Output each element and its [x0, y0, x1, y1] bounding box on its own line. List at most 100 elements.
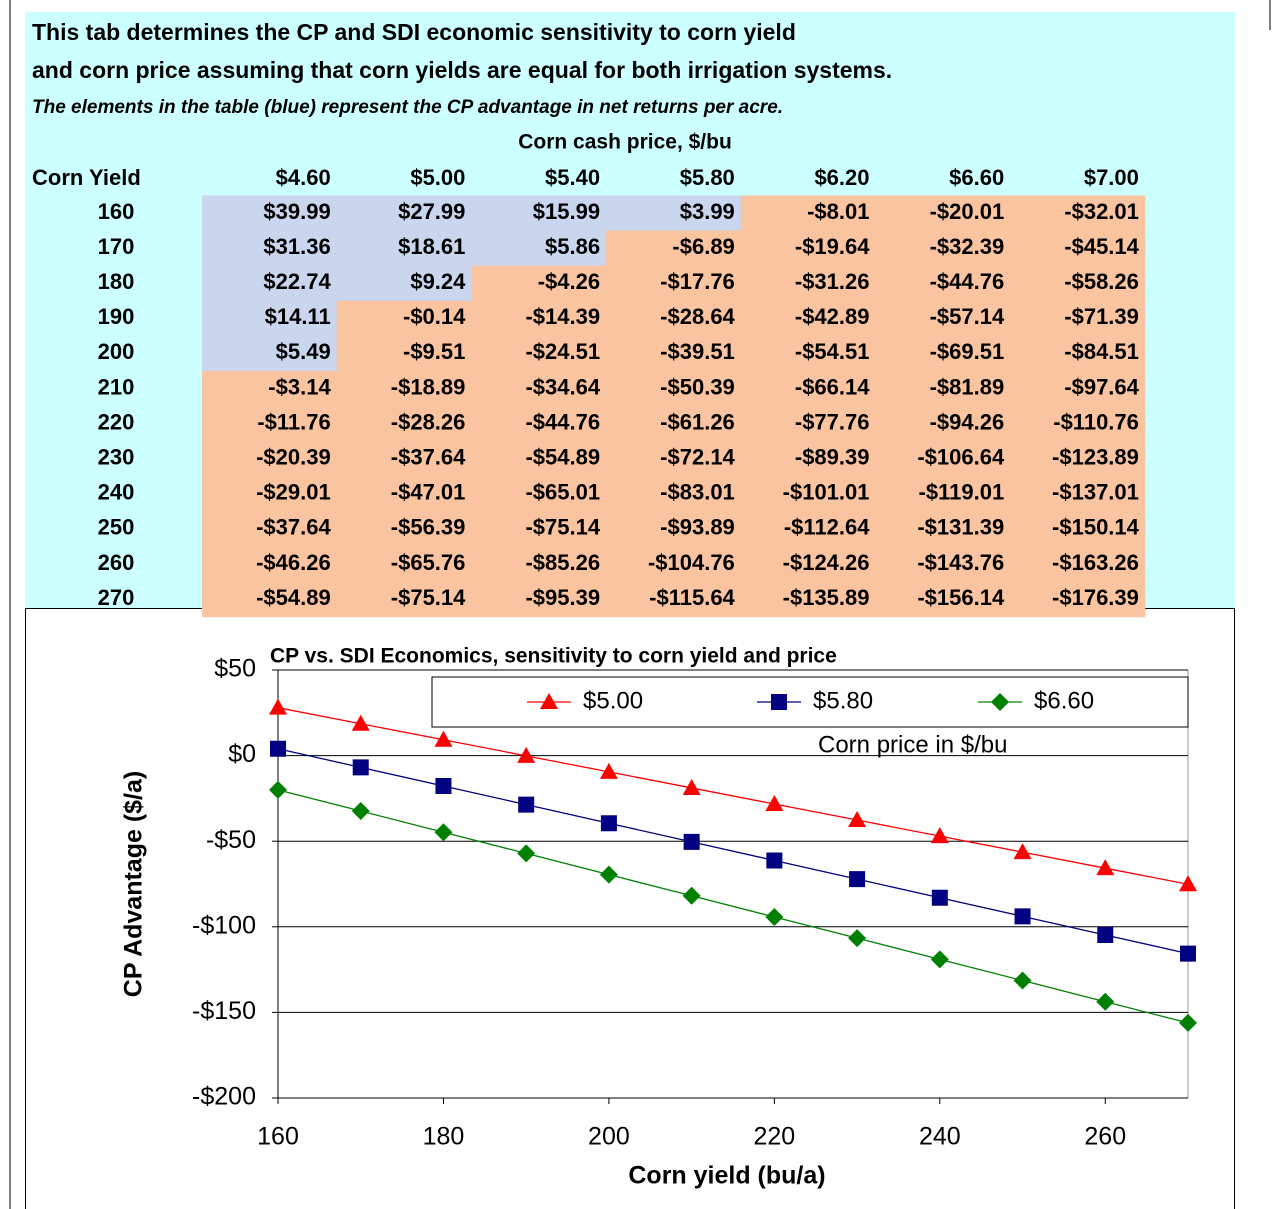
table-cell: -$112.64	[784, 515, 870, 540]
marker	[517, 844, 536, 863]
table-cell: -$163.26	[1052, 550, 1139, 575]
y-tick-label: -$50	[206, 826, 256, 854]
table-cell: -$97.64	[1064, 374, 1139, 399]
row-header: 160	[98, 199, 135, 224]
table-cell: -$44.76	[525, 409, 600, 434]
cell-background	[471, 441, 607, 477]
y-tick-label: -$150	[192, 997, 256, 1025]
table-cell: -$137.01	[1052, 480, 1139, 505]
cell-background	[202, 195, 338, 232]
cell-background	[202, 230, 338, 267]
row-header: 200	[98, 339, 135, 364]
table-cell: -$124.26	[783, 550, 870, 575]
table-cell: -$20.39	[256, 445, 331, 470]
cell-background	[336, 511, 472, 547]
cell-background	[740, 476, 876, 512]
cell-background	[1010, 441, 1146, 477]
table-cell: $31.36	[263, 234, 330, 259]
header-line: and corn price assuming that corn yields…	[32, 57, 892, 83]
cell-background	[336, 335, 472, 372]
cell-background	[336, 546, 472, 583]
cell-background	[202, 511, 338, 547]
row-header: 270	[98, 585, 135, 610]
legend-label: $5.80	[813, 687, 873, 714]
cell-background	[202, 300, 338, 337]
table-cell: -$28.64	[660, 304, 735, 329]
table-cell: -$95.39	[525, 585, 600, 610]
table-cell: $9.24	[410, 269, 466, 294]
cell-background	[336, 195, 472, 232]
cell-background	[606, 370, 742, 407]
table-cell: -$20.01	[930, 199, 1005, 224]
table-cell: -$54.89	[525, 445, 600, 470]
marker	[931, 889, 948, 906]
table-cell: -$66.14	[795, 374, 870, 399]
cell-background	[336, 300, 472, 337]
cell-background	[471, 230, 607, 267]
marker	[434, 730, 453, 747]
table-cell: -$42.89	[795, 304, 870, 329]
y-tick-label: $0	[228, 740, 256, 768]
marker	[848, 929, 867, 948]
marker	[269, 780, 287, 799]
table-cell: -$93.89	[660, 515, 735, 540]
marker	[600, 815, 617, 832]
table-cell: -$24.51	[525, 339, 600, 364]
table-cell: $39.99	[263, 199, 330, 224]
marker	[1179, 1013, 1197, 1032]
table-cell: -$54.89	[256, 585, 331, 610]
cell-background	[471, 581, 607, 618]
cell-background	[1010, 300, 1146, 337]
cell-background	[875, 195, 1011, 232]
cell-background	[875, 441, 1011, 477]
table-cell: -$72.14	[660, 445, 735, 470]
table-cell: -$89.39	[795, 445, 870, 470]
table-cell: -$32.01	[1064, 199, 1139, 224]
legend-title: Corn price in $/bu	[818, 731, 1007, 758]
table-cell: -$45.14	[1064, 234, 1139, 259]
cell-background	[606, 300, 742, 337]
cell-background	[1010, 265, 1146, 302]
table-cell: -$54.51	[795, 339, 870, 364]
row-header: 250	[98, 515, 135, 540]
marker	[1013, 843, 1032, 860]
x-tick-label: 160	[257, 1123, 299, 1151]
cell-background	[202, 370, 338, 407]
cell-background	[875, 230, 1011, 267]
table-cell: -$6.89	[672, 234, 734, 259]
marker	[849, 871, 866, 888]
table-cell: -$83.01	[660, 480, 735, 505]
table-cell: $15.99	[533, 199, 600, 224]
table-cell: -$69.51	[930, 339, 1005, 364]
table-cell: $27.99	[398, 199, 465, 224]
table-cell: -$65.01	[525, 480, 600, 505]
cell-background	[336, 441, 472, 477]
table-cell: -$81.89	[930, 374, 1005, 399]
cell-background	[202, 476, 338, 512]
marker	[599, 865, 618, 884]
table-cell: -$131.39	[917, 515, 1004, 540]
row-header: 240	[98, 480, 135, 505]
cell-background	[202, 546, 338, 583]
table-cell: -$135.89	[783, 585, 870, 610]
y-tick-label: $50	[214, 655, 256, 683]
table-cell: -$50.39	[660, 374, 735, 399]
table-cell: $3.99	[680, 199, 735, 224]
y-tick-label: -$200	[192, 1083, 256, 1111]
table-cell: $5.49	[276, 339, 331, 364]
table-cell: -$57.14	[930, 304, 1005, 329]
table-cell: -$84.51	[1064, 339, 1139, 364]
table-cell: -$46.26	[256, 550, 331, 575]
cell-background	[1010, 546, 1146, 583]
cell-background	[606, 441, 742, 477]
cell-background	[740, 195, 876, 232]
table-cell: -$44.76	[930, 269, 1005, 294]
cell-background	[471, 300, 607, 337]
marker	[1179, 875, 1197, 892]
table-cell: -$75.14	[391, 585, 466, 610]
table-cell: -$176.39	[1052, 585, 1139, 610]
cell-background	[606, 406, 742, 442]
cell-background	[606, 546, 742, 583]
cell-background	[202, 581, 338, 618]
